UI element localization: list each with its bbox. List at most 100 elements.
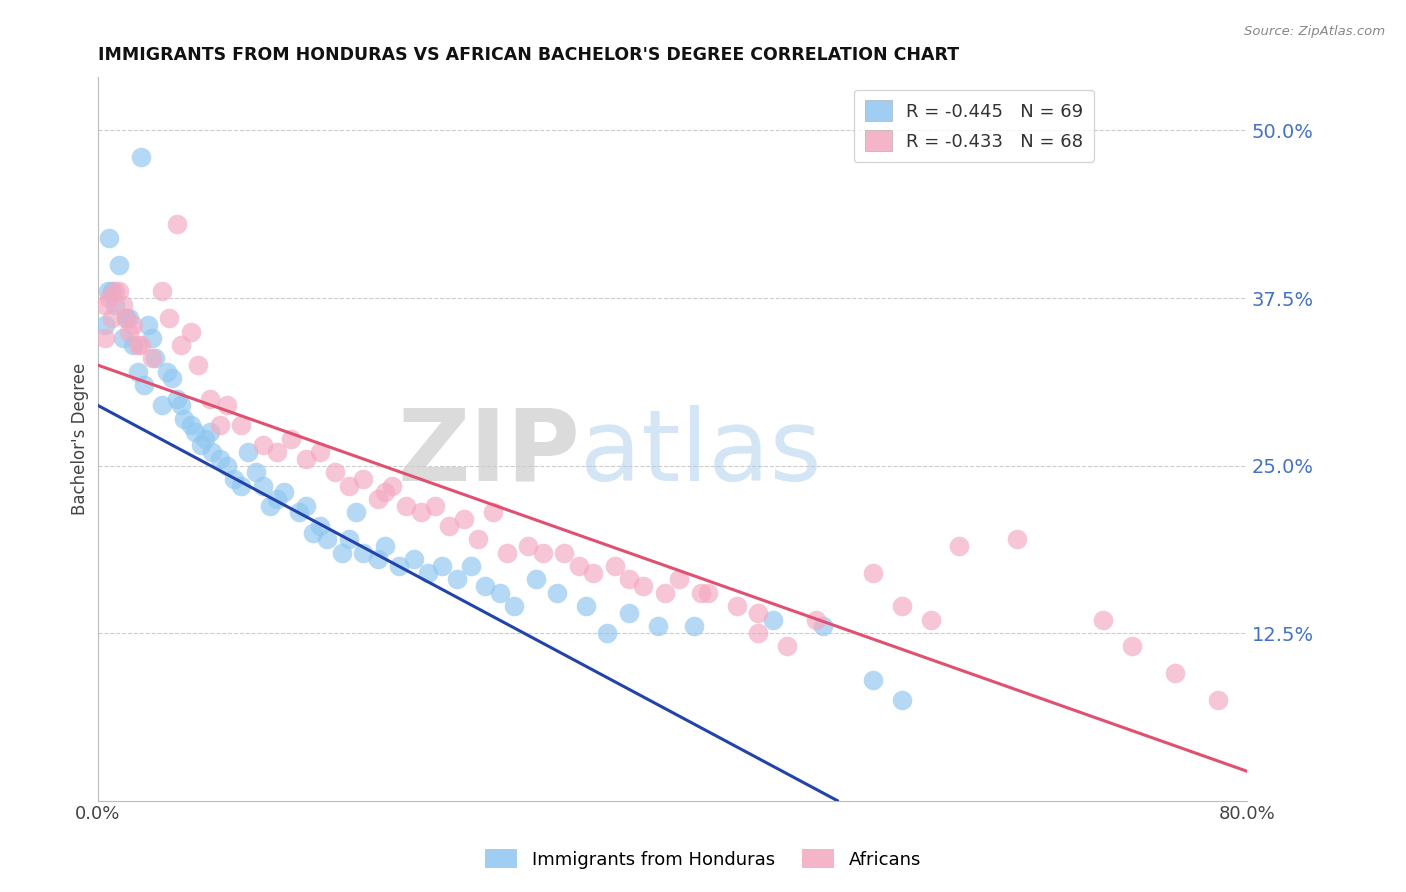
Point: [190, 438, 212, 452]
Point: [367, 491, 389, 506]
Point: [633, 579, 655, 593]
Point: [316, 533, 339, 547]
Legend: R = -0.445   N = 69, R = -0.433   N = 68: R = -0.445 N = 69, R = -0.433 N = 68: [853, 89, 1094, 162]
Point: [252, 478, 274, 492]
Point: [287, 506, 309, 520]
Point: [309, 445, 332, 459]
Point: [141, 351, 163, 366]
Point: [173, 411, 195, 425]
Point: [352, 472, 374, 486]
Point: [245, 465, 267, 479]
Point: [94, 298, 117, 312]
Point: [467, 533, 489, 547]
Point: [266, 445, 288, 459]
Point: [546, 586, 568, 600]
Point: [697, 586, 720, 600]
Point: [118, 325, 141, 339]
Point: [184, 425, 207, 439]
Point: [180, 325, 202, 339]
Point: [143, 351, 166, 366]
Point: [166, 217, 188, 231]
Point: [198, 392, 221, 406]
Legend: Immigrants from Honduras, Africans: Immigrants from Honduras, Africans: [478, 842, 928, 876]
Point: [402, 552, 425, 566]
Point: [531, 546, 554, 560]
Point: [280, 432, 302, 446]
Point: [776, 640, 799, 654]
Point: [187, 358, 209, 372]
Point: [101, 285, 124, 299]
Point: [231, 478, 253, 492]
Point: [575, 599, 598, 614]
Point: [273, 485, 295, 500]
Point: [388, 559, 411, 574]
Point: [112, 298, 135, 312]
Point: [668, 573, 690, 587]
Point: [862, 673, 884, 687]
Point: [423, 499, 446, 513]
Point: [208, 418, 231, 433]
Point: [180, 418, 202, 433]
Point: [617, 573, 640, 587]
Point: [101, 311, 124, 326]
Point: [762, 613, 785, 627]
Point: [330, 546, 353, 560]
Point: [259, 499, 281, 513]
Point: [920, 613, 942, 627]
Point: [689, 586, 711, 600]
Point: [155, 365, 177, 379]
Point: [474, 579, 496, 593]
Point: [252, 438, 274, 452]
Point: [811, 619, 834, 633]
Point: [747, 626, 769, 640]
Point: [488, 586, 510, 600]
Point: [862, 566, 884, 580]
Text: Source: ZipAtlas.com: Source: ZipAtlas.com: [1244, 25, 1385, 38]
Point: [302, 525, 325, 540]
Point: [395, 499, 418, 513]
Point: [129, 150, 152, 164]
Point: [266, 491, 288, 506]
Point: [166, 392, 188, 406]
Point: [222, 472, 245, 486]
Point: [129, 338, 152, 352]
Point: [948, 539, 970, 553]
Point: [115, 311, 138, 326]
Point: [231, 418, 253, 433]
Point: [127, 338, 149, 352]
Point: [496, 546, 519, 560]
Point: [337, 533, 360, 547]
Point: [118, 311, 141, 326]
Point: [617, 606, 640, 620]
Point: [208, 451, 231, 466]
Text: IMMIGRANTS FROM HONDURAS VS AFRICAN BACHELOR'S DEGREE CORRELATION CHART: IMMIGRANTS FROM HONDURAS VS AFRICAN BACH…: [97, 46, 959, 64]
Point: [104, 298, 127, 312]
Point: [127, 365, 149, 379]
Point: [481, 506, 503, 520]
Point: [122, 338, 145, 352]
Point: [108, 258, 131, 272]
Point: [122, 318, 145, 332]
Point: [416, 566, 439, 580]
Point: [215, 458, 238, 473]
Point: [1206, 693, 1229, 707]
Point: [654, 586, 676, 600]
Y-axis label: Bachelor's Degree: Bachelor's Degree: [72, 363, 89, 515]
Point: [553, 546, 575, 560]
Point: [104, 285, 127, 299]
Point: [568, 559, 591, 574]
Point: [194, 432, 217, 446]
Point: [603, 559, 626, 574]
Point: [98, 291, 121, 305]
Point: [132, 378, 155, 392]
Point: [582, 566, 605, 580]
Point: [374, 539, 396, 553]
Point: [439, 519, 461, 533]
Text: atlas: atlas: [581, 405, 823, 501]
Point: [295, 499, 318, 513]
Point: [136, 318, 159, 332]
Point: [309, 519, 332, 533]
Point: [647, 619, 669, 633]
Point: [453, 512, 475, 526]
Point: [115, 311, 138, 326]
